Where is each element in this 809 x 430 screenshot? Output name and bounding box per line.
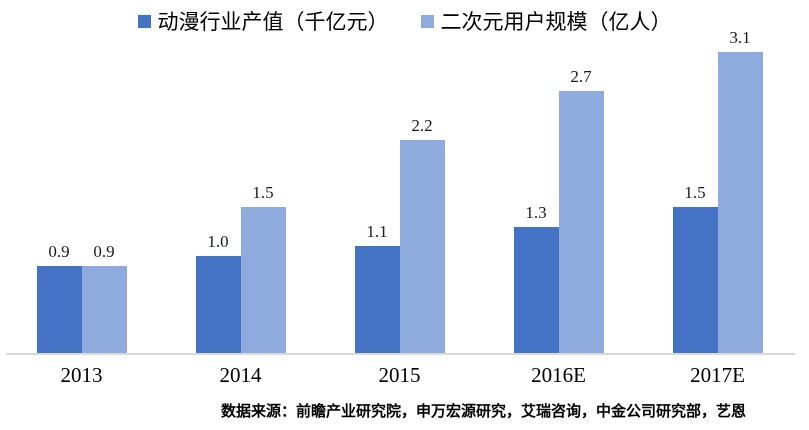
bar-wrap: 1.0: [195, 232, 241, 353]
bar: [240, 207, 286, 353]
bar-wrap: 1.5: [672, 183, 718, 353]
bar: [672, 207, 718, 353]
bar: [558, 91, 604, 353]
bar-wrap: 1.3: [513, 203, 559, 353]
bar-wrap: 0.9: [36, 242, 82, 353]
x-axis-label-2017E: 2017E: [690, 363, 745, 387]
x-axis-label-2015: 2015: [378, 363, 421, 387]
x-axis-label-2013: 2013: [60, 363, 103, 387]
bar: [717, 52, 763, 353]
bar-wrap: 3.1: [717, 28, 763, 353]
bar-wrap: 0.9: [81, 242, 127, 353]
plot-area: 0.9 0.9 1.0 1.5 1.1 2.2 1.3 2.7 1.5 3.1: [2, 0, 797, 353]
bar-group-2016E: 1.3 2.7: [479, 68, 638, 353]
legend-label-industry-output: 动漫行业产值（千亿元）: [157, 10, 389, 34]
bar: [195, 256, 241, 353]
x-axis-line: [6, 353, 795, 355]
value-label: 1.0: [207, 232, 229, 252]
legend-label-user-scale: 二次元用户规模（亿人）: [440, 10, 672, 34]
bar-group-2017E: 1.5 3.1: [638, 29, 797, 353]
bar: [354, 246, 400, 353]
legend-swatch-light-blue-icon: [420, 14, 434, 28]
x-axis-label-2016E: 2016E: [531, 363, 586, 387]
value-label: 0.9: [48, 242, 70, 262]
value-label: 2.7: [570, 67, 592, 87]
value-label: 1.5: [252, 183, 274, 203]
bar: [399, 140, 445, 353]
bar-group-2013: 0.9 0.9: [2, 243, 161, 353]
x-axis-label-2014: 2014: [219, 363, 262, 387]
legend-item-user-scale: 二次元用户规模（亿人）: [420, 6, 672, 36]
source-note: 数据来源：前瞻产业研究院，申万宏源研究，艾瑞咨询，中金公司研究部，艺恩: [221, 404, 747, 420]
value-label: 1.3: [525, 203, 547, 223]
bar-wrap: 2.2: [399, 116, 445, 353]
value-label: 2.2: [411, 116, 433, 136]
bar: [81, 266, 127, 353]
bar-wrap: 1.1: [354, 222, 400, 353]
bar-group-2014: 1.0 1.5: [161, 184, 320, 353]
legend-item-industry-output: 动漫行业产值（千亿元）: [137, 6, 389, 36]
bar: [36, 266, 82, 353]
value-label: 1.1: [366, 222, 388, 242]
bar-group-2015: 1.1 2.2: [320, 117, 479, 353]
bar-wrap: 2.7: [558, 67, 604, 353]
value-label: 1.5: [684, 183, 706, 203]
x-axis-labels: 2013 2014 2015 2016E 2017E: [2, 363, 797, 388]
value-label: 0.9: [93, 242, 115, 262]
bar-wrap: 1.5: [240, 183, 286, 353]
bar: [513, 227, 559, 353]
value-label: 3.1: [729, 28, 751, 48]
legend-swatch-dark-blue-icon: [137, 14, 151, 28]
legend: 动漫行业产值（千亿元） 二次元用户规模（亿人）: [0, 6, 809, 36]
